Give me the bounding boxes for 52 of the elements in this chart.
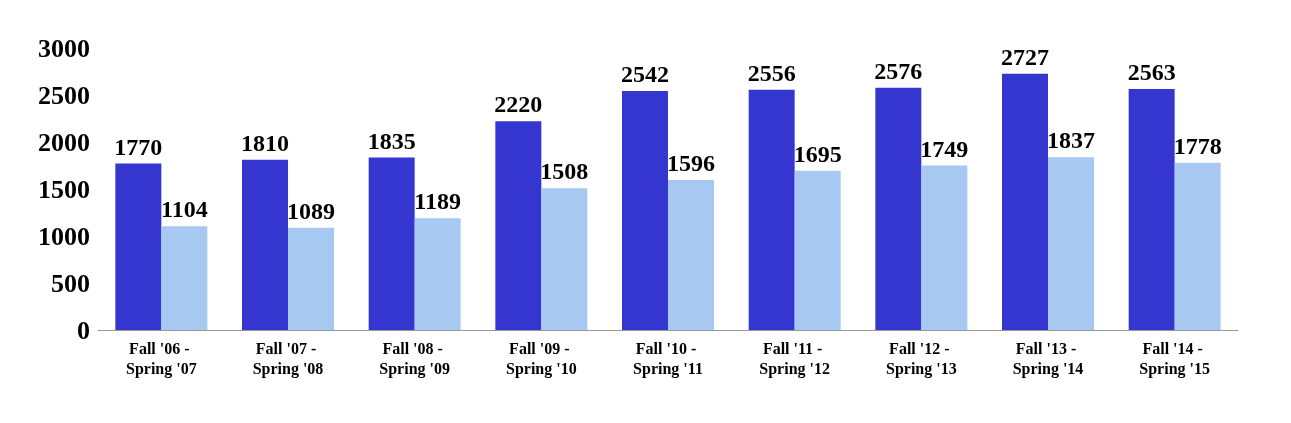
data-label: 2542 [621,61,669,88]
bar [921,165,968,330]
data-label: 2576 [874,57,923,84]
x-tick-label: Fall '14 - Spring '15 [1139,339,1211,378]
data-label: 1596 [667,149,715,176]
data-label: 1104 [160,196,208,223]
y-tick-label: 2000 [38,127,90,157]
data-label: 2727 [1001,43,1049,70]
bar [368,157,415,330]
bar [495,121,542,330]
x-tick-label: Fall '13 - Spring '14 [1012,339,1084,378]
data-label: 2556 [747,59,796,86]
data-label: 1835 [367,127,416,154]
bar [288,227,334,330]
x-tick-label: Fall '12 - Spring '13 [885,339,957,378]
data-label: 1778 [1173,132,1222,159]
x-tick-label: Fall '08 - Spring '09 [379,339,451,378]
data-label: 1837 [1047,127,1095,154]
bar [622,91,668,330]
data-label: 2220 [494,91,543,118]
bar [794,170,841,330]
data-label: 1508 [540,158,589,185]
y-tick-label: 500 [51,268,90,298]
bar [1002,73,1048,330]
y-tick-label: 0 [77,315,90,345]
data-label: 1089 [287,197,335,224]
data-label: 1749 [920,135,969,162]
data-label: 1189 [414,188,462,215]
bar [748,89,795,330]
data-label: 1810 [241,129,289,156]
x-tick-label: Fall '11 - Spring '12 [759,339,831,378]
x-tick-label: Fall '07 - Spring '08 [252,339,324,378]
data-label: 1770 [114,133,163,160]
y-tick-label: 1500 [38,174,90,204]
bar [1128,89,1175,330]
y-tick-label: 1000 [38,221,90,251]
bar [242,159,288,330]
bar [1174,162,1221,330]
y-tick-label: 2500 [38,80,90,110]
bar [161,226,208,330]
x-tick-label: Fall '09 - Spring '10 [505,339,577,378]
bar [668,179,714,330]
x-tick-label: Fall '06 - Spring '07 [125,339,197,378]
data-label: 1695 [793,140,842,167]
bar [414,218,461,330]
bar [1048,157,1094,330]
y-tick-label: 3000 [38,33,90,63]
bar [875,87,922,330]
data-label: 2563 [1127,59,1176,86]
bar [541,188,588,330]
x-tick-label: Fall '10 - Spring '11 [633,339,703,378]
bar [115,163,162,330]
